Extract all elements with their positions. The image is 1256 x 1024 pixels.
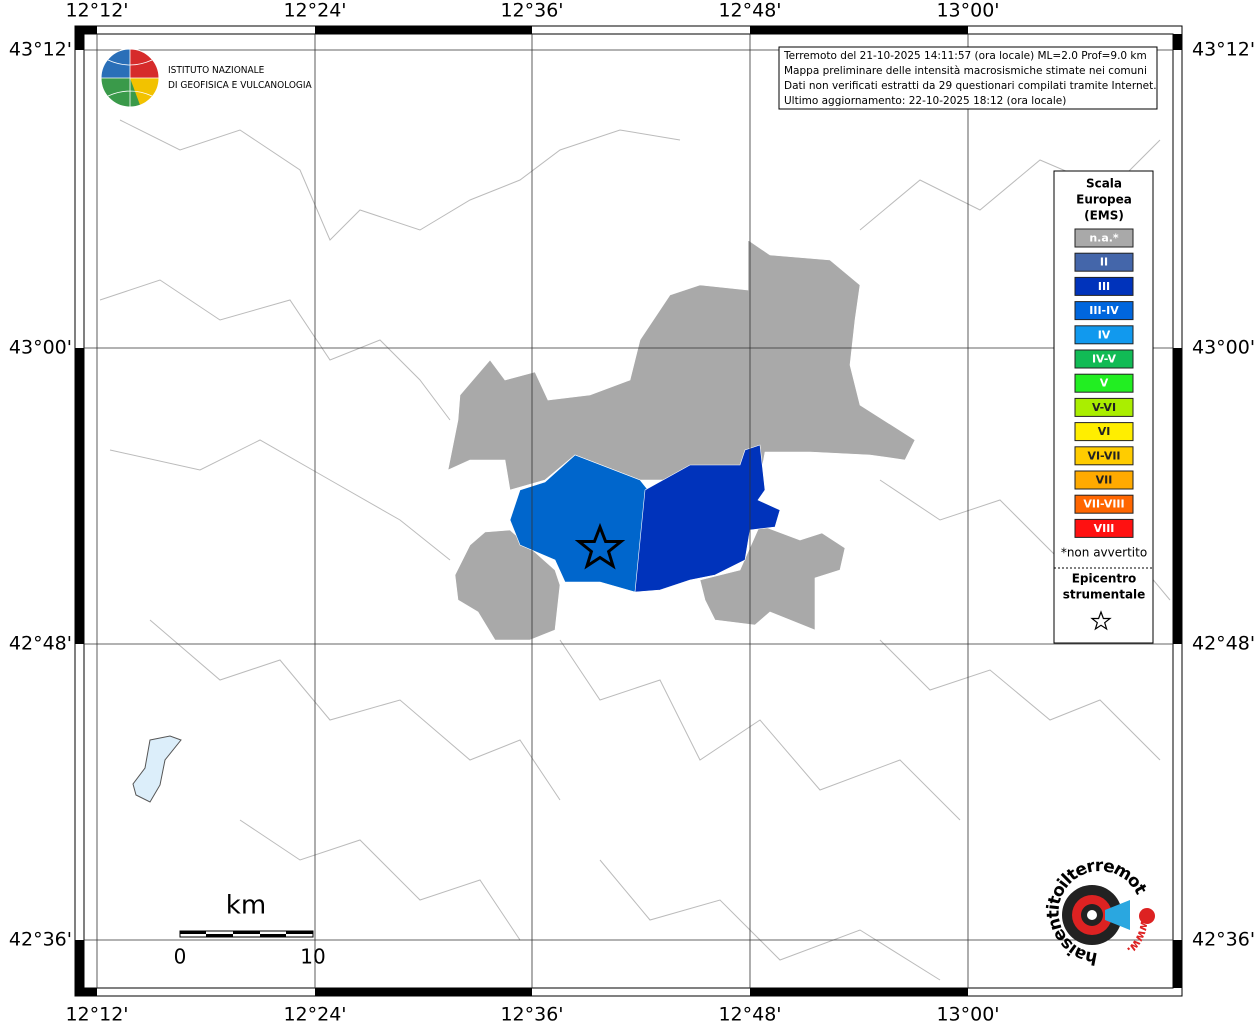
info-line: Terremoto del 21-10-2025 14:11:57 (ora l… (783, 50, 1147, 62)
lon-label: 12°24' (283, 1004, 346, 1024)
legend-label: V (1100, 377, 1109, 390)
legend-swatch (1074, 397, 1134, 417)
legend-label: IV (1098, 328, 1111, 341)
lon-label: 13°00' (936, 1004, 999, 1024)
lat-label: 42°48' (9, 633, 72, 655)
legend-title: (EMS) (1084, 209, 1124, 223)
lat-label: 42°36' (9, 929, 72, 951)
lon-label: 12°48' (718, 1004, 781, 1024)
lat-label: 43°00' (1192, 337, 1255, 359)
legend-label: III (1098, 280, 1110, 293)
info-line: Dati non verificati estratti da 29 quest… (784, 80, 1157, 92)
lat-label: 43°00' (9, 337, 72, 359)
legend-swatch (1074, 470, 1134, 490)
epicenter-star (574, 522, 626, 570)
legend-swatch (1074, 276, 1134, 296)
lake (132, 735, 182, 803)
legend-label: IV-V (1092, 353, 1117, 366)
legend-label: V-VI (1092, 401, 1116, 414)
legend-epicenter: Epicentro (1072, 572, 1137, 586)
lat-label: 43°12' (9, 39, 72, 61)
lon-label: 12°48' (718, 0, 781, 22)
lon-label: 12°12' (65, 1004, 128, 1024)
legend-swatch (1074, 494, 1134, 514)
lon-label: 12°36' (500, 0, 563, 22)
ingv-logo (100, 48, 160, 108)
legend-label: VI (1098, 425, 1111, 438)
legend-epicenter: strumentale (1063, 588, 1146, 602)
legend-label: II (1100, 256, 1108, 269)
legend-title: Europea (1076, 193, 1132, 207)
legend-label: VII-VIII (1083, 498, 1124, 511)
legend-swatch (1074, 422, 1134, 442)
legend-label: n.a.* (1089, 232, 1119, 245)
info-line: Ultimo aggiornamento: 22-10-2025 18:12 (… (784, 95, 1066, 107)
legend-star (1090, 610, 1112, 631)
legend-swatch (1074, 349, 1134, 369)
legend-title: Scala (1086, 177, 1122, 191)
lon-label: 12°12' (65, 0, 128, 22)
lon-label: 12°36' (500, 1004, 563, 1024)
lat-label: 42°36' (1192, 929, 1255, 951)
lon-label: 12°24' (283, 0, 346, 22)
hsit-logo (1062, 885, 1155, 945)
legend-swatch (1074, 373, 1134, 393)
legend-swatch (1074, 446, 1134, 466)
legend-label: III-IV (1089, 304, 1119, 317)
graticule (84, 34, 1173, 988)
area-iii (634, 444, 781, 593)
info-box (778, 46, 1158, 110)
scale-unit: km (226, 891, 266, 921)
legend-label: VII (1096, 474, 1113, 487)
legend-swatch (1074, 325, 1134, 345)
scale-label: 10 (300, 945, 325, 969)
legend-swatch (1074, 518, 1134, 538)
legend-swatch (1074, 301, 1134, 321)
frame-bars (75, 26, 1182, 996)
legend-label: VIII (1094, 522, 1115, 535)
lat-label: 43°12' (1192, 39, 1255, 61)
scale-bar (179, 930, 314, 938)
lon-label: 13°00' (936, 0, 999, 22)
logo-text: DI GEOFISICA E VULCANOLOGIA (168, 80, 313, 91)
lat-label: 42°48' (1192, 633, 1255, 655)
info-line: Mappa preliminare delle intensità macros… (784, 65, 1147, 77)
legend-swatch (1074, 228, 1134, 248)
legend-label: VI-VII (1087, 449, 1120, 462)
legend-footnote: *non avvertito (1061, 546, 1147, 560)
area-na (454, 529, 561, 641)
scale-label: 0 (174, 945, 187, 969)
legend-swatch (1074, 252, 1134, 272)
logo-text: ISTITUTO NAZIONALE (168, 65, 265, 76)
